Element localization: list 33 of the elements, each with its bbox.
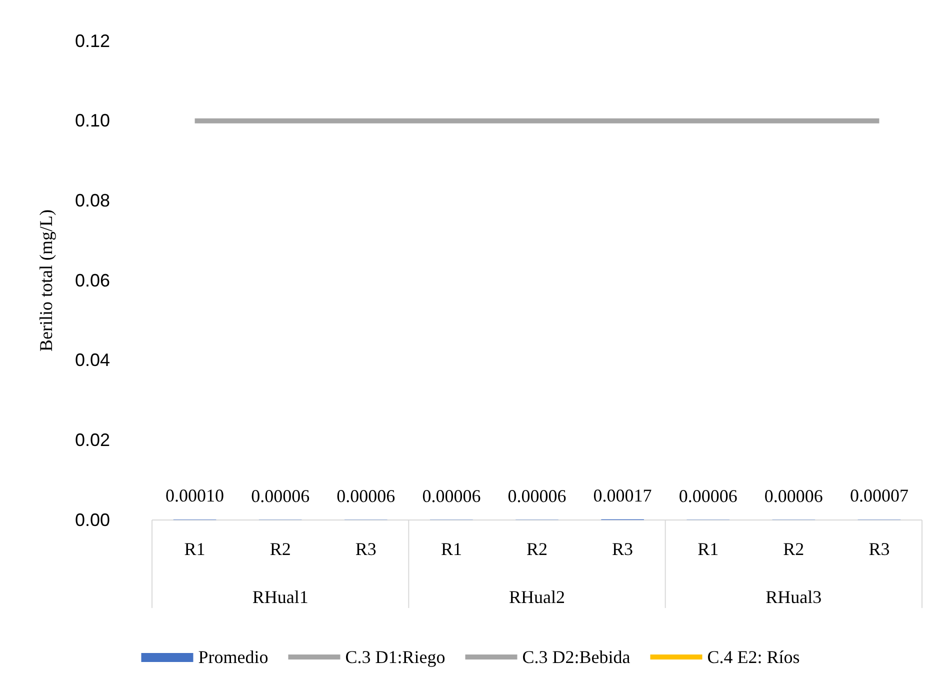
x-tick-label: R1 bbox=[184, 538, 206, 559]
y-tick-label: 0.10 bbox=[74, 110, 110, 131]
data-label: 0.00017 bbox=[593, 485, 652, 506]
x-tick-label: R2 bbox=[526, 538, 548, 559]
legend-label: Promedio bbox=[198, 647, 268, 667]
data-label: 0.00006 bbox=[422, 486, 481, 506]
data-label: 0.00006 bbox=[764, 486, 823, 506]
text: RHual1 bbox=[252, 587, 308, 607]
x-tick-label: R2 bbox=[270, 538, 291, 559]
y-tick-label: 0.02 bbox=[74, 430, 110, 450]
x-tick-label: R3 bbox=[612, 538, 634, 559]
x-tick-label: R3 bbox=[868, 538, 890, 559]
y-axis-title: Berilio total (mg/L) bbox=[36, 210, 56, 352]
x-tick-label: R1 bbox=[440, 538, 462, 559]
legend-label: C.4 E2: Ríos bbox=[707, 647, 800, 667]
text: RHual2 bbox=[509, 587, 565, 607]
data-label: 0.00006 bbox=[678, 486, 738, 506]
y-tick-label: 0.12 bbox=[74, 30, 110, 51]
x-tick-label: R1 bbox=[698, 538, 719, 559]
data-label: 0.00006 bbox=[251, 486, 310, 506]
x-tick-label: R3 bbox=[355, 538, 376, 559]
y-tick-label: 0.00 bbox=[74, 510, 110, 530]
y-tick-label: 0.08 bbox=[74, 190, 110, 210]
data-label: 0.00010 bbox=[166, 486, 224, 506]
text: RHual3 bbox=[766, 587, 822, 607]
y-tick-label: 0.06 bbox=[74, 270, 110, 290]
legend-label: C.3 D2:Bebida bbox=[522, 647, 630, 667]
data-label: 0.00007 bbox=[850, 486, 908, 506]
data-label: 0.00006 bbox=[336, 486, 396, 506]
data-label: 0.00006 bbox=[508, 486, 566, 506]
y-tick-label: 0.04 bbox=[74, 350, 110, 370]
x-tick-label: R2 bbox=[783, 538, 804, 559]
legend-label: C.3 D1:Riego bbox=[345, 647, 446, 667]
